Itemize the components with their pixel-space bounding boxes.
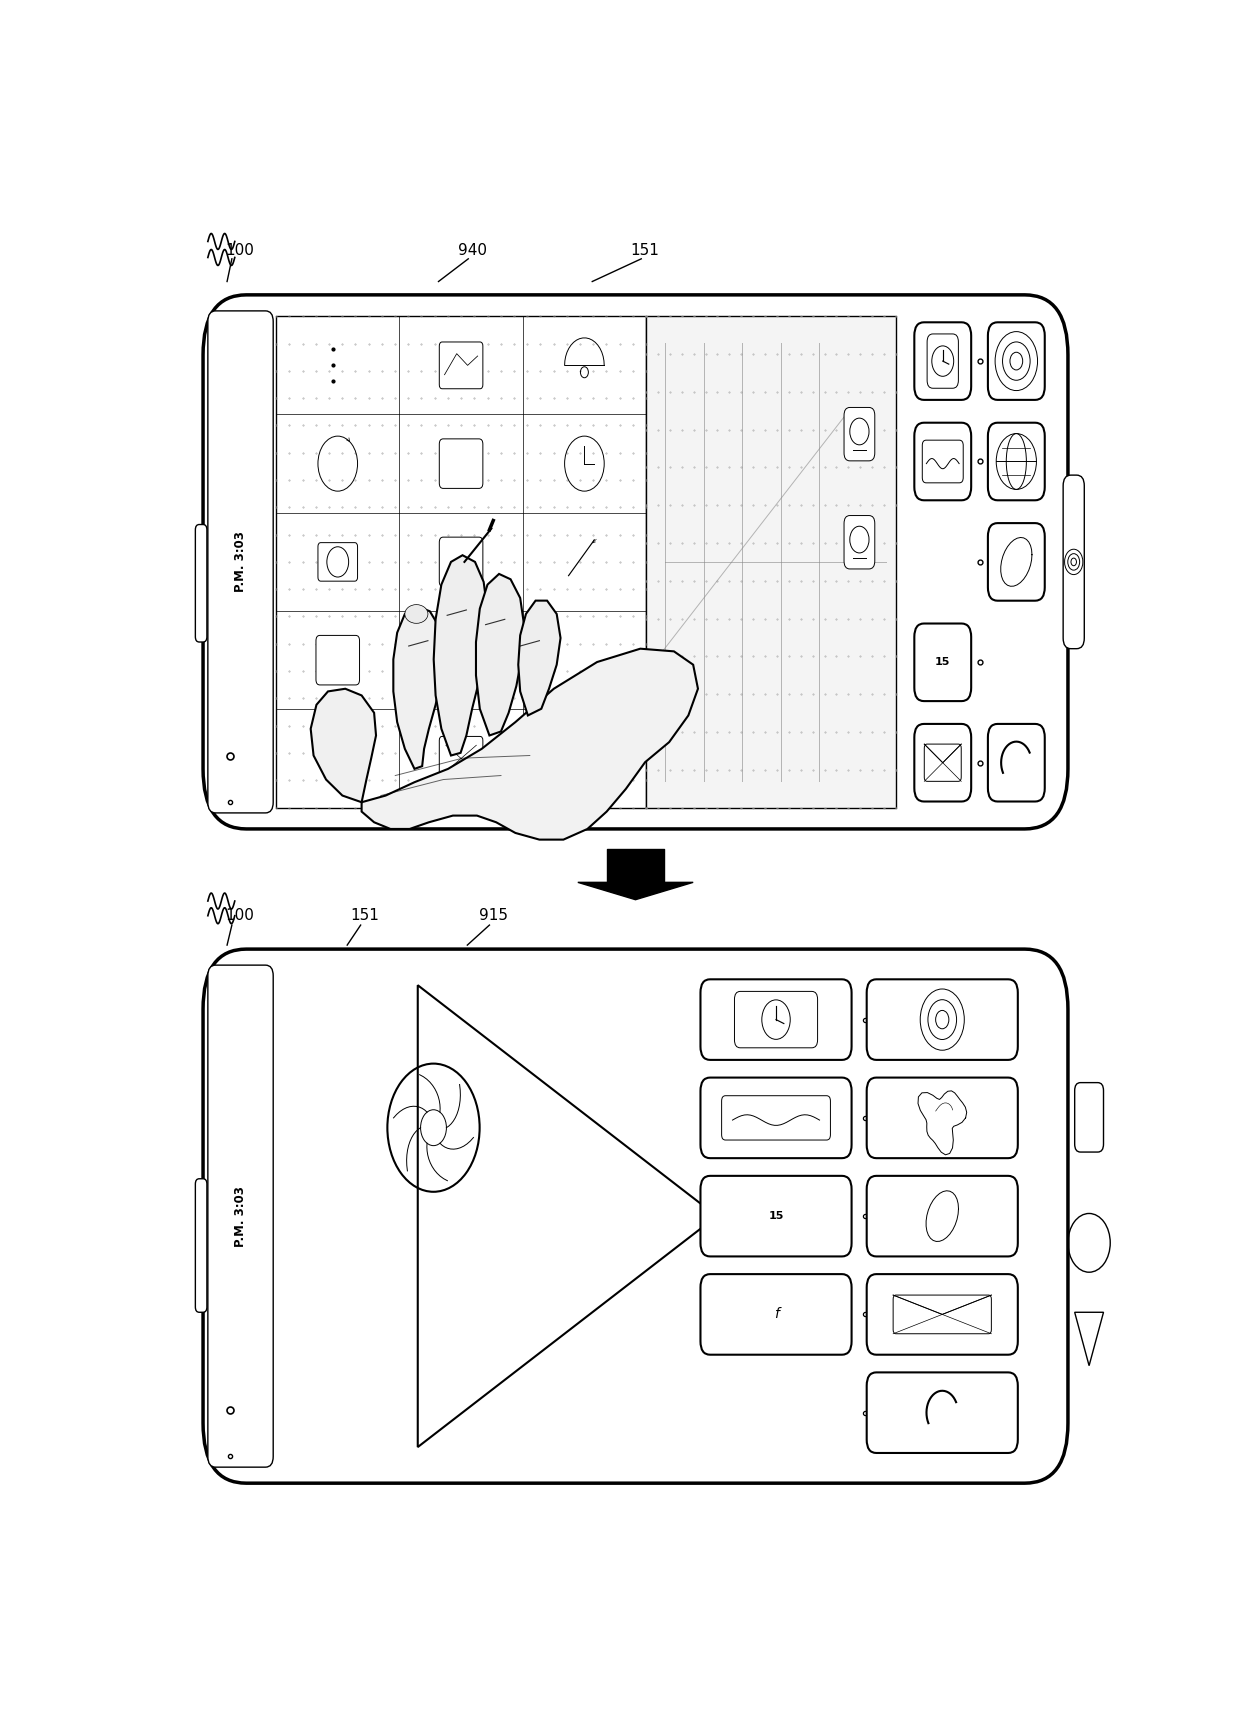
FancyBboxPatch shape [924,744,961,782]
FancyBboxPatch shape [208,310,273,813]
FancyBboxPatch shape [1063,475,1084,649]
Polygon shape [311,688,376,803]
Polygon shape [476,574,525,735]
Text: 151: 151 [631,243,660,258]
FancyBboxPatch shape [867,1176,1018,1257]
FancyBboxPatch shape [867,1372,1018,1453]
Text: f: f [774,1307,779,1321]
FancyBboxPatch shape [914,723,971,801]
FancyBboxPatch shape [734,992,817,1047]
FancyBboxPatch shape [988,323,1045,401]
Text: 151: 151 [350,909,379,922]
FancyBboxPatch shape [867,1274,1018,1354]
Polygon shape [418,985,717,1448]
FancyBboxPatch shape [867,1077,1018,1158]
FancyBboxPatch shape [914,323,971,401]
FancyBboxPatch shape [196,524,207,642]
FancyBboxPatch shape [844,515,874,569]
FancyBboxPatch shape [701,980,852,1059]
Text: 15: 15 [935,657,950,668]
FancyBboxPatch shape [439,737,482,780]
FancyBboxPatch shape [867,980,1018,1059]
Polygon shape [578,883,693,900]
FancyBboxPatch shape [1075,1082,1104,1151]
FancyBboxPatch shape [893,1295,991,1333]
Text: 940: 940 [458,243,486,258]
Polygon shape [362,649,698,839]
FancyBboxPatch shape [722,1096,831,1139]
Ellipse shape [404,605,428,623]
FancyBboxPatch shape [701,1077,852,1158]
FancyBboxPatch shape [701,1274,852,1354]
FancyBboxPatch shape [439,538,482,586]
FancyBboxPatch shape [928,335,959,388]
FancyBboxPatch shape [701,1176,852,1257]
FancyBboxPatch shape [316,635,360,685]
FancyBboxPatch shape [988,723,1045,801]
FancyBboxPatch shape [988,423,1045,501]
FancyBboxPatch shape [439,342,482,388]
FancyBboxPatch shape [196,1179,207,1313]
FancyBboxPatch shape [844,407,874,461]
FancyBboxPatch shape [203,948,1068,1483]
Text: 915: 915 [479,909,507,922]
Bar [277,316,646,808]
Text: 100: 100 [226,243,254,258]
FancyBboxPatch shape [208,966,273,1467]
Text: P.M. 3:03: P.M. 3:03 [234,1186,247,1247]
Polygon shape [393,605,444,768]
FancyBboxPatch shape [988,524,1045,600]
FancyBboxPatch shape [317,543,357,581]
FancyBboxPatch shape [923,440,963,482]
Polygon shape [434,555,487,756]
Text: 100: 100 [226,909,254,922]
Polygon shape [518,600,560,716]
Text: P.M. 3:03: P.M. 3:03 [234,531,247,593]
Bar [646,316,897,808]
FancyBboxPatch shape [914,423,971,501]
FancyBboxPatch shape [439,439,482,489]
FancyBboxPatch shape [439,635,482,685]
FancyBboxPatch shape [203,295,1068,829]
FancyBboxPatch shape [914,624,971,701]
Text: 15: 15 [769,1210,784,1221]
